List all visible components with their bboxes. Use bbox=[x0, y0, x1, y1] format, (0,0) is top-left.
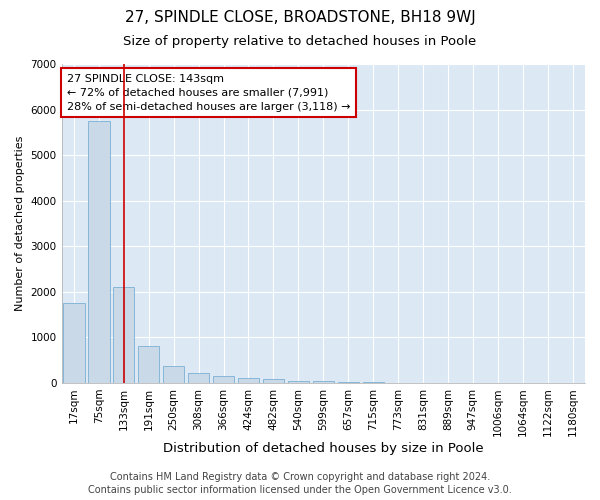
Bar bbox=[238, 378, 259, 383]
Bar bbox=[338, 382, 359, 383]
Bar bbox=[64, 303, 85, 383]
Bar bbox=[88, 121, 110, 383]
Bar bbox=[313, 382, 334, 383]
Y-axis label: Number of detached properties: Number of detached properties bbox=[15, 136, 25, 311]
Bar bbox=[188, 372, 209, 383]
X-axis label: Distribution of detached houses by size in Poole: Distribution of detached houses by size … bbox=[163, 442, 484, 455]
Bar bbox=[213, 376, 234, 383]
Bar bbox=[163, 366, 184, 383]
Text: 27, SPINDLE CLOSE, BROADSTONE, BH18 9WJ: 27, SPINDLE CLOSE, BROADSTONE, BH18 9WJ bbox=[125, 10, 475, 25]
Text: 27 SPINDLE CLOSE: 143sqm
← 72% of detached houses are smaller (7,991)
28% of sem: 27 SPINDLE CLOSE: 143sqm ← 72% of detach… bbox=[67, 74, 350, 112]
Text: Contains HM Land Registry data © Crown copyright and database right 2024.
Contai: Contains HM Land Registry data © Crown c… bbox=[88, 472, 512, 495]
Bar bbox=[113, 287, 134, 383]
Bar bbox=[138, 346, 160, 383]
Bar bbox=[288, 380, 309, 383]
Bar bbox=[263, 380, 284, 383]
Text: Size of property relative to detached houses in Poole: Size of property relative to detached ho… bbox=[124, 35, 476, 48]
